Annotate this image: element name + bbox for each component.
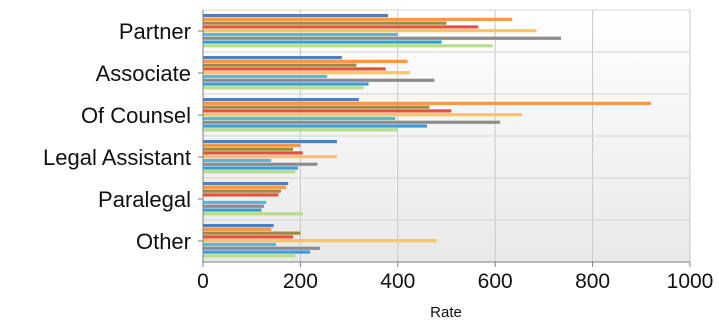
- bar: [203, 29, 537, 33]
- bar: [203, 143, 301, 147]
- bar: [203, 246, 320, 250]
- bar: [203, 116, 396, 121]
- bar: [203, 71, 410, 75]
- bars: [203, 14, 652, 258]
- x-tick-label: 400: [380, 270, 415, 293]
- x-tick-label: 800: [575, 270, 610, 293]
- bar: [203, 239, 437, 243]
- x-axis-label: Rate: [430, 304, 462, 321]
- category-label: Associate: [96, 61, 191, 86]
- bar: [203, 162, 318, 166]
- bar: [203, 231, 301, 235]
- bar: [203, 185, 286, 189]
- x-tick-label: 0: [197, 270, 209, 293]
- bar: [203, 109, 452, 113]
- bar: [203, 212, 303, 216]
- bar: [203, 170, 296, 174]
- bar: [203, 124, 428, 128]
- bar: [203, 21, 447, 25]
- bar: [203, 44, 493, 48]
- bar: [203, 56, 342, 60]
- category-label: Partner: [119, 19, 191, 44]
- bar: [203, 147, 294, 151]
- bar: [203, 128, 398, 132]
- bar: [203, 204, 264, 208]
- bar: [203, 40, 442, 44]
- bar: [203, 32, 398, 37]
- bar: [203, 254, 296, 258]
- category-labels: Partner Associate Of Counsel Legal Assistan…: [43, 19, 191, 254]
- bar: [203, 78, 435, 82]
- bar: [203, 200, 267, 205]
- bar: [203, 67, 386, 71]
- bar: [203, 105, 430, 109]
- bar: [203, 158, 272, 163]
- x-tick-label: 600: [478, 270, 513, 293]
- tick-labels: 0 200 400 600 800 1000: [197, 270, 713, 293]
- gridlines: [202, 9, 691, 263]
- bar: [203, 208, 262, 212]
- axes: [198, 10, 691, 267]
- bar: [203, 166, 298, 170]
- bar: [203, 86, 364, 90]
- bar: [203, 227, 272, 231]
- bar: [203, 193, 279, 197]
- category-label: Legal Assistant: [43, 145, 191, 170]
- bar: [203, 224, 274, 228]
- bar: [203, 17, 513, 21]
- category-label: Other: [136, 229, 191, 254]
- bar: [203, 82, 369, 86]
- bar: [203, 101, 652, 105]
- x-tick-label: 200: [283, 270, 318, 293]
- x-tick-label: 1000: [667, 270, 714, 293]
- bar: [203, 235, 294, 239]
- bar: [203, 151, 303, 155]
- bar: [203, 182, 289, 186]
- bar: [203, 74, 328, 79]
- bar: [203, 120, 501, 124]
- bar: [203, 25, 479, 29]
- bar: [203, 113, 522, 117]
- bar: [203, 155, 337, 159]
- bar: [203, 63, 357, 67]
- bar: [203, 189, 281, 193]
- bar: [203, 14, 389, 18]
- category-label: Paralegal: [98, 187, 191, 212]
- category-label: Of Counsel: [81, 103, 191, 128]
- bar: [203, 250, 311, 254]
- bar: [203, 140, 337, 144]
- bar: [203, 36, 561, 40]
- bar: [203, 242, 277, 247]
- bar: [203, 59, 408, 63]
- bar: [203, 98, 359, 102]
